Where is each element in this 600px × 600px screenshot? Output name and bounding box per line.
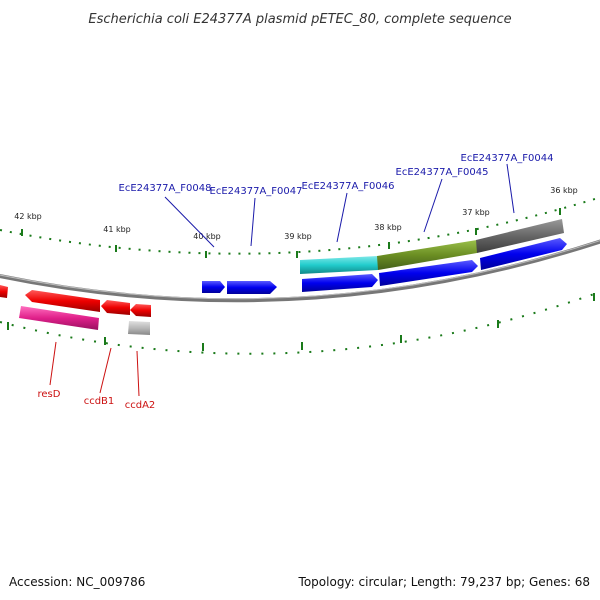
bottom-leader-lines <box>49 341 140 397</box>
reverse-cds-resD <box>25 290 100 312</box>
light-gray-feature <box>128 321 150 335</box>
backbone-highlight <box>0 240 600 300</box>
leader-F0048 <box>164 196 215 248</box>
leader-F0047 <box>250 197 256 247</box>
gene-label-F0048: EcE24377A_F0048 <box>119 183 212 194</box>
kbp-label: 42 kbp <box>14 212 42 221</box>
gene-label-ccdA2: ccdA2 <box>125 400 156 411</box>
gene-label-ccdB1: ccdB1 <box>84 396 115 407</box>
kbp-label: 41 kbp <box>103 225 131 234</box>
gene-label-F0045: EcE24377A_F0045 <box>396 167 489 178</box>
kbp-label: 37 kbp <box>462 208 490 217</box>
plasmid-backbone <box>0 239 600 303</box>
gray-feature <box>476 219 564 253</box>
inner-tick-row <box>0 291 600 355</box>
gene-label-F0046: EcE24377A_F0046 <box>302 181 395 192</box>
inner-major-ticks <box>7 293 595 351</box>
forward-cds-F0048 <box>202 281 225 293</box>
forward-cds-F0044 <box>480 238 567 270</box>
leader-ccdB1 <box>99 347 112 394</box>
forward-cds-F0045 <box>379 260 478 286</box>
forward-cds-F0047 <box>227 281 277 294</box>
leader-F0045 <box>423 178 443 233</box>
leader-F0044 <box>506 163 515 214</box>
kbp-label: 36 kbp <box>550 186 578 195</box>
kbp-label: 39 kbp <box>284 232 312 241</box>
outer-major-ticks <box>21 208 561 258</box>
forward-cds-F0046 <box>302 274 378 292</box>
summary-text: Topology: circular; Length: 79,237 bp; G… <box>298 575 590 589</box>
kbp-label: 40 kbp <box>193 232 221 241</box>
accession-text: Accession: NC_009786 <box>9 575 145 589</box>
leader-ccdA2 <box>136 350 140 397</box>
gene-label-F0044: EcE24377A_F0044 <box>461 153 554 164</box>
leader-F0046 <box>336 192 348 243</box>
leader-resD <box>49 341 57 386</box>
map-title: Escherichia coli E24377A plasmid pETEC_8… <box>88 12 511 27</box>
gene-label-F0047: EcE24377A_F0047 <box>210 186 303 197</box>
reverse-cds-ccdA2 <box>130 304 151 317</box>
gene-label-resD: resD <box>38 389 61 400</box>
pink-feature <box>19 306 99 330</box>
reverse-cds-ccdB1 <box>101 300 130 315</box>
cyan-feature <box>300 256 378 274</box>
olive-feature <box>377 240 477 270</box>
kbp-label: 38 kbp <box>374 223 402 232</box>
top-leader-lines <box>164 163 515 248</box>
reverse-cds-partial <box>0 285 8 298</box>
outer-tick-row <box>0 197 599 255</box>
